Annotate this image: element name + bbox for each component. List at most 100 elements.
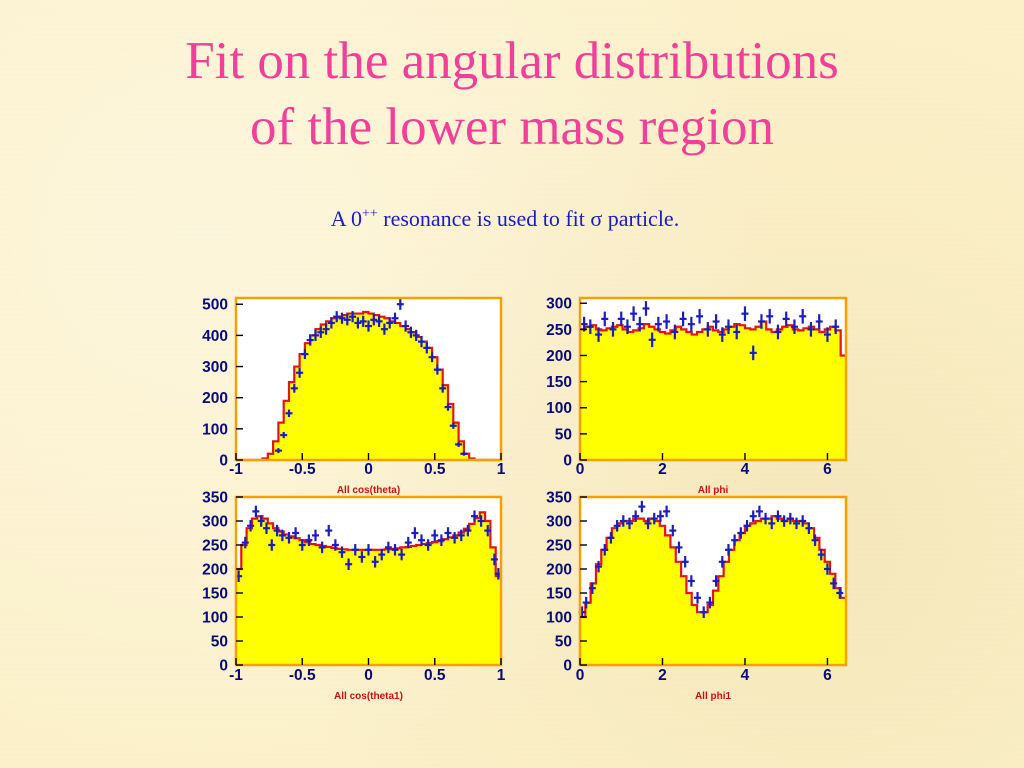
x-tick-label: 4 xyxy=(741,461,750,478)
histogram-bar xyxy=(627,331,634,460)
data-point xyxy=(431,529,439,542)
histogram-bar xyxy=(713,590,719,665)
histogram-bar xyxy=(760,321,767,460)
data-point xyxy=(322,323,330,335)
data-point xyxy=(457,529,465,542)
histogram-bar xyxy=(782,326,788,460)
data-point xyxy=(766,308,774,324)
data-point xyxy=(638,500,646,513)
histogram-bar xyxy=(819,549,826,665)
data-point xyxy=(817,548,825,561)
y-tick-label: 50 xyxy=(555,426,572,443)
histogram-bar xyxy=(755,521,762,665)
data-point xyxy=(338,546,346,558)
histogram-bar xyxy=(659,331,666,460)
data-point xyxy=(278,529,286,542)
histogram-bar xyxy=(814,537,820,665)
x-tick-label: 1 xyxy=(497,667,506,684)
histogram-bar xyxy=(681,329,687,460)
data-point xyxy=(262,522,270,534)
data-point xyxy=(755,505,763,518)
fit-line xyxy=(580,320,846,357)
data-point xyxy=(370,314,378,326)
histogram-bar xyxy=(262,518,269,665)
histogram-bars xyxy=(262,312,475,460)
histogram-bar xyxy=(485,521,491,665)
data-point xyxy=(731,534,739,546)
data-point xyxy=(349,311,357,323)
data-points xyxy=(274,298,468,456)
data-point xyxy=(623,319,631,335)
data-point xyxy=(325,524,333,537)
histogram-bar xyxy=(267,453,274,460)
histogram-bar xyxy=(336,548,343,665)
histogram-bar xyxy=(474,518,481,665)
histogram-bar xyxy=(814,329,820,460)
plot-frame xyxy=(578,495,848,667)
x-tick-label: -1 xyxy=(229,461,243,478)
y-tick-label: 150 xyxy=(546,374,572,391)
histogram-bar xyxy=(601,330,607,460)
histogram-bar xyxy=(363,312,369,460)
histogram-bar xyxy=(798,330,804,460)
subtitle-superscript: ++ xyxy=(361,206,378,222)
data-point xyxy=(582,596,590,609)
histogram-bar xyxy=(824,329,831,460)
y-tick-label: 100 xyxy=(202,610,228,627)
histogram-bar xyxy=(368,313,375,460)
data-point xyxy=(484,524,492,537)
histogram-bar xyxy=(819,331,826,460)
histogram-bar xyxy=(606,537,613,665)
y-tick-label: 250 xyxy=(546,322,572,339)
data-point xyxy=(712,575,720,587)
data-point xyxy=(252,505,260,518)
data-point xyxy=(449,422,457,429)
histogram-bar xyxy=(744,328,751,460)
data-point xyxy=(247,520,255,532)
data-point xyxy=(586,319,594,335)
data-point xyxy=(464,524,472,537)
data-point xyxy=(757,314,765,329)
histogram-bar xyxy=(410,545,417,665)
histogram-bar xyxy=(421,341,428,460)
data-point xyxy=(681,556,689,568)
data-point xyxy=(312,329,319,341)
data-point xyxy=(790,319,798,335)
data-point xyxy=(312,529,319,542)
histogram-bar xyxy=(739,533,746,665)
data-point xyxy=(617,311,625,327)
histogram-bar xyxy=(697,331,703,460)
data-point xyxy=(380,323,388,335)
y-tick-label: 100 xyxy=(546,610,572,627)
data-point xyxy=(331,539,339,551)
x-tick-label: 0 xyxy=(364,461,373,478)
histogram-bar xyxy=(734,540,740,665)
x-axis-label: All phi1 xyxy=(695,691,732,702)
y-tick-label: 200 xyxy=(202,390,228,407)
histogram-bar xyxy=(697,612,703,665)
histogram-bar xyxy=(342,549,348,665)
data-point xyxy=(704,322,712,337)
data-point xyxy=(737,527,745,539)
histogram-bar xyxy=(373,315,380,460)
data-point xyxy=(437,534,445,546)
data-point xyxy=(375,315,383,327)
x-tick-label: 2 xyxy=(658,667,667,684)
data-point xyxy=(700,606,708,618)
histogram-bar xyxy=(649,326,655,460)
data-point xyxy=(285,409,293,418)
data-point xyxy=(663,314,671,329)
histogram-bars xyxy=(236,512,502,665)
histogram-bar xyxy=(808,326,815,460)
histogram-bar xyxy=(400,547,406,665)
data-point xyxy=(724,544,732,556)
data-point xyxy=(696,308,704,324)
histogram-bar xyxy=(304,343,311,460)
data-points xyxy=(580,301,840,361)
histogram-bar xyxy=(453,422,459,460)
y-tick-label: 300 xyxy=(202,514,228,531)
histogram-bar xyxy=(691,605,698,665)
data-point xyxy=(675,541,683,554)
y-tick-label: 250 xyxy=(202,538,228,555)
plot-frame xyxy=(578,296,848,462)
